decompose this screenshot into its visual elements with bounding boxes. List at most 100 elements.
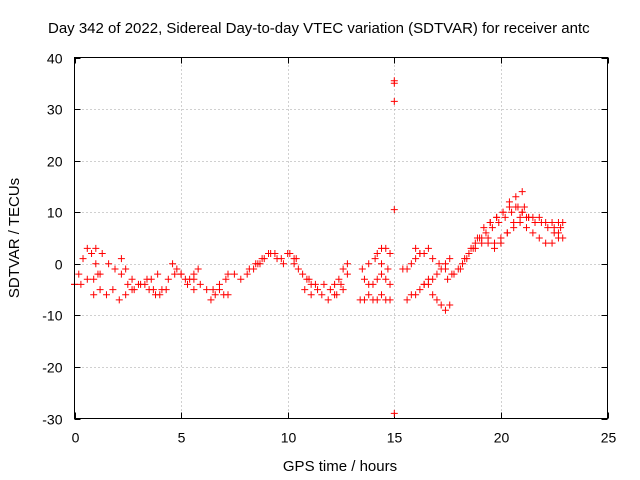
data-point: [371, 255, 379, 263]
data-points: [71, 77, 567, 417]
data-point: [463, 255, 471, 263]
series-track-x: [403, 275, 432, 304]
data-point: [548, 219, 556, 227]
data-point: [518, 208, 526, 216]
data-point: [412, 291, 420, 299]
data-point: [122, 291, 130, 299]
data-point: [88, 249, 96, 257]
series-track-v: [390, 77, 398, 417]
data-point: [137, 280, 145, 288]
data-point: [294, 265, 302, 273]
data-point: [90, 275, 98, 283]
x-tick-label: 0: [72, 430, 80, 446]
data-point: [542, 219, 550, 227]
y-tick-label: -30: [42, 412, 62, 428]
data-point: [331, 280, 339, 288]
data-point: [491, 244, 499, 252]
data-point: [522, 224, 530, 232]
data-point: [437, 301, 445, 309]
data-point: [254, 260, 262, 268]
data-point: [92, 260, 100, 268]
data-point: [290, 260, 298, 268]
data-point: [429, 275, 437, 283]
data-point: [337, 280, 345, 288]
y-tick-label: -20: [42, 360, 62, 376]
data-point: [559, 234, 567, 242]
series-track-d: [92, 244, 125, 273]
data-point: [512, 203, 520, 211]
data-point: [424, 280, 432, 288]
x-tick-labels: 0 5 10 15 20 25: [72, 430, 617, 446]
data-point: [318, 291, 326, 299]
data-point: [471, 244, 479, 252]
data-point: [339, 265, 347, 273]
data-point: [143, 275, 151, 283]
data-point: [407, 260, 415, 268]
data-point: [158, 286, 166, 294]
data-point: [211, 291, 219, 299]
y-tick-label: 0: [55, 257, 63, 273]
series-track-o: [301, 280, 347, 299]
x-axis-label: GPS time / hours: [283, 458, 397, 475]
series-track-s: [360, 270, 394, 288]
series-track-aj: [550, 224, 567, 242]
data-point: [459, 260, 467, 268]
data-point: [83, 275, 91, 283]
x-tick-label: 15: [387, 430, 403, 446]
data-point: [343, 260, 351, 268]
data-point: [557, 224, 565, 232]
data-point: [512, 193, 520, 201]
data-point: [503, 229, 511, 237]
data-point: [378, 260, 386, 268]
y-tick-label: -10: [42, 308, 62, 324]
data-point: [130, 286, 138, 294]
data-point: [542, 239, 550, 247]
data-point: [365, 260, 373, 268]
data-point: [373, 296, 381, 304]
plot-frame: [74, 57, 608, 419]
data-point: [154, 270, 162, 278]
series-track-ai: [529, 213, 567, 227]
y-axis-label: SDTVAR / TECUs: [6, 178, 23, 298]
data-point: [373, 249, 381, 257]
x-tick-label: 10: [281, 430, 297, 446]
data-point: [115, 296, 123, 304]
data-point: [224, 291, 232, 299]
data-point: [535, 234, 543, 242]
data-point: [124, 280, 132, 288]
data-point: [493, 213, 501, 221]
series-track-k: [224, 260, 264, 283]
data-point: [360, 296, 368, 304]
x-tick-label: 20: [494, 430, 510, 446]
series-track-n: [290, 260, 315, 288]
data-point: [169, 260, 177, 268]
data-point: [424, 244, 432, 252]
data-point: [429, 291, 437, 299]
data-point: [390, 97, 398, 105]
data-point: [482, 229, 490, 237]
data-point: [260, 255, 268, 263]
x-tick-label: 25: [601, 430, 617, 446]
chart-title: Day 342 of 2022, Sidereal Day-to-day VTE…: [48, 20, 590, 37]
data-point: [173, 265, 181, 273]
data-point: [128, 275, 136, 283]
data-point: [102, 291, 110, 299]
data-point: [484, 239, 492, 247]
data-point: [117, 270, 125, 278]
data-point: [145, 286, 153, 294]
y-tick-label: 20: [47, 154, 63, 170]
series-track-ae: [471, 213, 530, 252]
data-point: [324, 296, 332, 304]
y-tick-label: 40: [47, 51, 63, 67]
series-track-c: [90, 286, 136, 304]
data-point: [194, 265, 202, 273]
data-point: [441, 306, 449, 314]
data-point: [190, 275, 198, 283]
data-point: [412, 255, 420, 263]
data-point: [152, 291, 160, 299]
data-point: [382, 244, 390, 252]
data-point: [433, 270, 441, 278]
data-point: [92, 244, 100, 252]
data-point: [378, 270, 386, 278]
data-point: [390, 206, 398, 214]
